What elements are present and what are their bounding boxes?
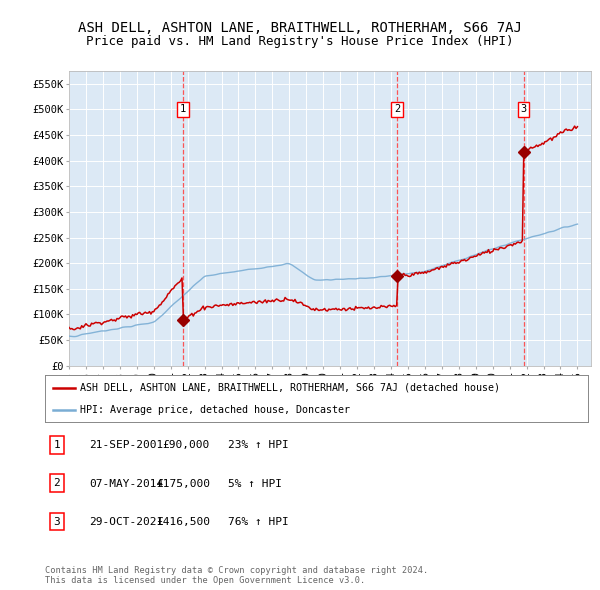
Text: 1: 1 [180, 104, 186, 114]
Text: 07-MAY-2014: 07-MAY-2014 [89, 479, 163, 489]
Text: 3: 3 [53, 517, 61, 526]
Text: £175,000: £175,000 [156, 479, 210, 489]
Text: £416,500: £416,500 [156, 517, 210, 527]
Text: £90,000: £90,000 [163, 441, 210, 450]
Text: 29-OCT-2021: 29-OCT-2021 [89, 517, 163, 527]
Text: 23% ↑ HPI: 23% ↑ HPI [228, 441, 289, 450]
Text: Price paid vs. HM Land Registry's House Price Index (HPI): Price paid vs. HM Land Registry's House … [86, 35, 514, 48]
Text: 3: 3 [521, 104, 527, 114]
Text: 76% ↑ HPI: 76% ↑ HPI [228, 517, 289, 527]
Text: Contains HM Land Registry data © Crown copyright and database right 2024.
This d: Contains HM Land Registry data © Crown c… [45, 566, 428, 585]
Text: ASH DELL, ASHTON LANE, BRAITHWELL, ROTHERHAM, S66 7AJ: ASH DELL, ASHTON LANE, BRAITHWELL, ROTHE… [78, 21, 522, 35]
Text: HPI: Average price, detached house, Doncaster: HPI: Average price, detached house, Donc… [80, 405, 350, 415]
Text: 5% ↑ HPI: 5% ↑ HPI [228, 479, 282, 489]
Text: 2: 2 [394, 104, 400, 114]
Text: 21-SEP-2001: 21-SEP-2001 [89, 441, 163, 450]
Text: ASH DELL, ASHTON LANE, BRAITHWELL, ROTHERHAM, S66 7AJ (detached house): ASH DELL, ASHTON LANE, BRAITHWELL, ROTHE… [80, 383, 500, 393]
Text: 1: 1 [53, 440, 61, 450]
Text: 2: 2 [53, 478, 61, 488]
